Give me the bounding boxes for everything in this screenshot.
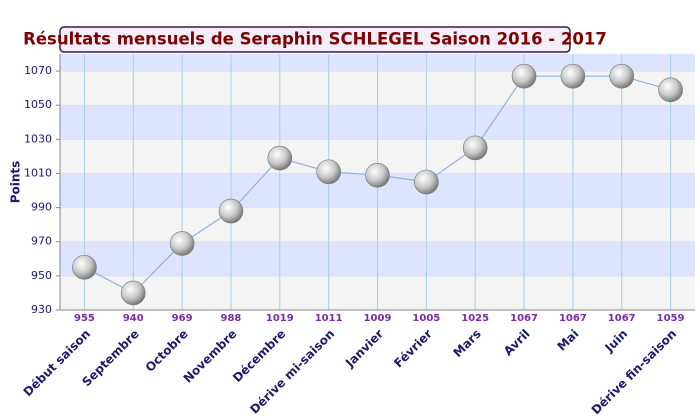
value-label: 1005 (412, 313, 440, 324)
x-tick-label: Février (391, 327, 435, 371)
point-marker (560, 63, 586, 89)
point-marker (316, 159, 341, 185)
x-tick-label: Dérive mi-saison (247, 327, 337, 417)
point-marker (414, 169, 439, 195)
value-label: 1059 (657, 313, 685, 324)
value-label: 1067 (608, 313, 636, 324)
y-tick-label: 1030 (24, 132, 52, 145)
x-tick-label: Début saison (21, 327, 93, 399)
value-label: 1019 (266, 313, 294, 324)
y-tick-label: 990 (31, 201, 52, 214)
value-label: 1067 (559, 313, 587, 324)
value-label: 1009 (364, 313, 392, 324)
value-label: 1067 (510, 313, 538, 324)
y-tick-label: 1070 (24, 64, 52, 77)
y-tick-label: 930 (31, 303, 52, 316)
x-tick-label: Juin (602, 327, 631, 356)
value-label: 940 (123, 313, 144, 324)
y-tick-label: 950 (31, 269, 52, 282)
x-tick-label: Mai (555, 327, 582, 354)
point-marker (120, 280, 146, 306)
value-label: 1025 (461, 313, 489, 324)
value-label: 988 (221, 313, 242, 324)
point-marker (72, 255, 97, 280)
x-tick-label: Dérive fin-saison (589, 327, 679, 417)
value-label: 955 (74, 313, 95, 324)
chart-title: Résultats mensuels de Seraphin SCHLEGEL … (23, 30, 607, 49)
y-tick-label: 970 (31, 235, 52, 248)
value-label: 969 (172, 313, 193, 324)
point-marker (267, 145, 293, 171)
point-marker (462, 135, 488, 161)
y-tick-label: 1010 (24, 166, 52, 179)
point-marker (658, 77, 683, 103)
point-marker (609, 63, 635, 89)
x-tick-label: Mars (450, 327, 483, 360)
title-box (59, 26, 571, 53)
x-tick-label: Janvier (342, 327, 386, 371)
y-tick-label: 1050 (24, 98, 52, 111)
y-axis-label: Points (9, 161, 23, 204)
x-tick-label: Octobre (143, 327, 191, 375)
x-tick-label: Avril (501, 327, 533, 359)
point-marker (169, 231, 195, 256)
point-marker (365, 162, 390, 188)
point-marker (511, 63, 537, 89)
value-label: 1011 (315, 313, 343, 324)
point-marker (218, 198, 244, 224)
